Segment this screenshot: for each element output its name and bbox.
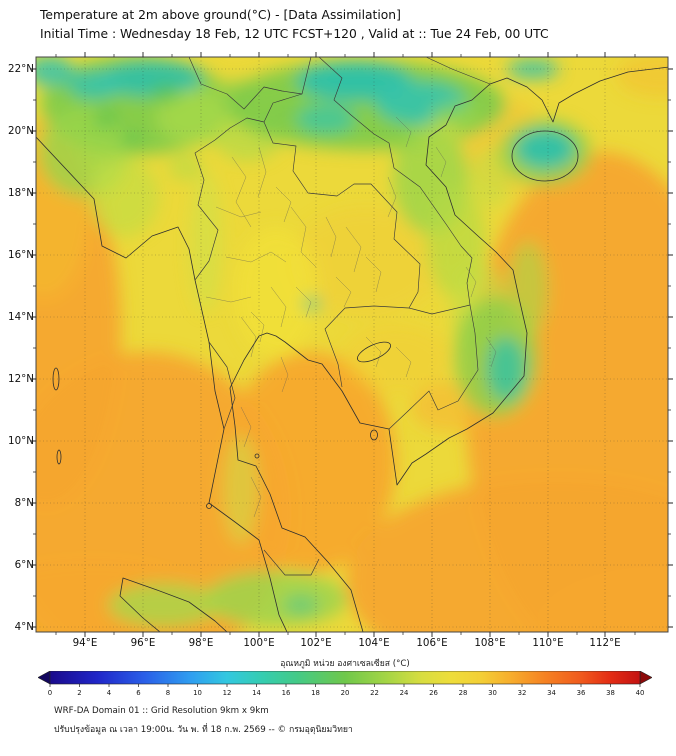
colorbar-tick: 30: [488, 689, 497, 697]
national-borders: [188, 57, 491, 576]
lat-tick-label: 14°N: [8, 311, 34, 323]
colorbar-tick: 32: [517, 689, 527, 697]
colorbar-tick: 12: [222, 689, 232, 697]
temperature-field: [36, 57, 668, 632]
lat-tick-label: 20°N: [8, 125, 34, 137]
colorbar-tick: 36: [576, 689, 586, 697]
colorbar-tick: 16: [281, 689, 291, 697]
lat-tick-label: 10°N: [8, 435, 34, 447]
colorbar-label: อุณหภูมิ หน่วย องศาเซลเซียส (°C): [280, 659, 410, 669]
colorbar-tick: 22: [370, 689, 379, 697]
page-title: Temperature at 2m above ground(°C) - [Da…: [40, 8, 401, 22]
province-borders: [205, 116, 497, 518]
lon-tick-label: 108°E: [474, 637, 506, 649]
colorbar-tick: 26: [429, 689, 438, 697]
lat-tick-label: 6°N: [14, 559, 34, 571]
plot-frame: [31, 52, 673, 637]
lon-tick-label: 100°E: [243, 637, 275, 649]
colorbar-tick: 10: [193, 689, 202, 697]
colorbar-tick: 24: [399, 689, 409, 697]
colorbar-tick: 8: [165, 689, 171, 697]
colorbar-tick-labels: 0 2 4 6 8 10 12 14 16 18 20 22 24 26 28 …: [47, 689, 645, 699]
lat-tick-label: 22°N: [8, 63, 34, 75]
lat-tick-label: 4°N: [14, 621, 34, 633]
colorbar-tick: 2: [77, 689, 82, 697]
lat-tick-label: 16°N: [8, 249, 34, 261]
colorbar-tick-marks: [49, 684, 641, 687]
lon-tick-label: 94°E: [72, 637, 98, 649]
header: Temperature at 2m above ground(°C) - [Da…: [40, 6, 549, 44]
colorbar-tick: 18: [311, 689, 320, 697]
colorbar-tick: 40: [635, 689, 645, 697]
colorbar-over-arrow: [639, 671, 652, 685]
lon-tick-label: 102°E: [300, 637, 332, 649]
lon-tick-label: 106°E: [416, 637, 448, 649]
colorbar-tick: 14: [252, 689, 261, 697]
colorbar-tick: 6: [136, 689, 141, 697]
lon-tick-label: 98°E: [188, 637, 214, 649]
colorbar-tick: 20: [340, 689, 350, 697]
lon-tick-label: 112°E: [589, 637, 621, 649]
temperature-map-plot: [31, 52, 673, 637]
lon-tick-label: 110°E: [532, 637, 564, 649]
lat-tick-label: 12°N: [8, 373, 34, 385]
colorbar: [38, 671, 652, 687]
lat-tick-label: 18°N: [8, 187, 34, 199]
colorbar-under-arrow: [38, 671, 51, 685]
colorbar-tick: 28: [458, 689, 468, 697]
footer-domain-info: WRF-DA Domain 01 :: Grid Resolution 9km …: [54, 706, 269, 716]
page-subtitle: Initial Time : Wednesday 18 Feb, 12 UTC …: [40, 27, 549, 41]
colorbar-tick: 38: [606, 689, 615, 697]
colorbar-tick: 0: [47, 689, 53, 697]
lon-tick-label: 96°E: [130, 637, 156, 649]
colorbar-tick: 4: [106, 689, 112, 697]
lon-tick-label: 104°E: [358, 637, 390, 649]
colorbar-gradient: [49, 671, 641, 685]
lat-tick-label: 8°N: [14, 497, 34, 509]
colorbar-tick: 34: [547, 689, 556, 697]
footer-update-info: ปรับปรุงข้อมูล ณ เวลา 19:00น. วัน พ. ที่…: [54, 725, 353, 735]
